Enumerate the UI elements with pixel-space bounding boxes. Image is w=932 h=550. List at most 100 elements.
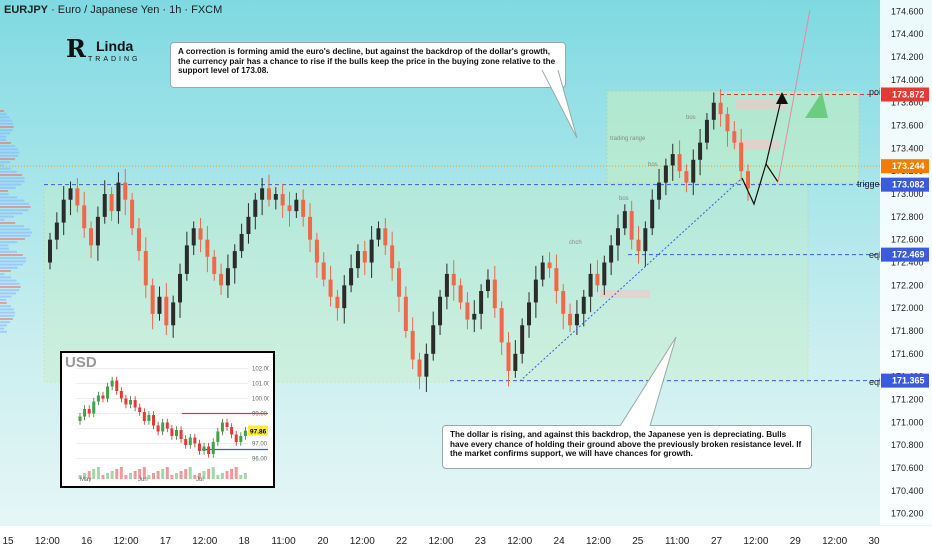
price-tick-11: 172.400 — [891, 258, 924, 268]
candle-body-11 — [123, 182, 128, 200]
candle-body-53 — [410, 330, 415, 360]
candle-body-19 — [178, 273, 183, 303]
inset-candle-25 — [193, 437, 197, 444]
bos-label-3: bos — [619, 196, 629, 202]
price-tick-3: 174.000 — [891, 75, 924, 85]
candle-body-48 — [376, 228, 381, 240]
time-tick-22: 30 — [868, 536, 880, 547]
inset-xtick-1: Jun — [138, 477, 148, 482]
price-tick-20: 170.600 — [891, 463, 924, 473]
trigger-label: trigger — [857, 179, 883, 189]
candle-body-12 — [130, 199, 135, 229]
inset-candle-10 — [124, 398, 128, 405]
time-tick-21: 12:00 — [822, 536, 847, 547]
time-tick-12: 23 — [475, 536, 487, 547]
candle-body-84 — [622, 211, 627, 229]
candle-body-70 — [527, 302, 532, 326]
price-tick-9: 172.800 — [891, 212, 924, 222]
price-tick-8: 173.000 — [891, 189, 924, 199]
time-tick-5: 12:00 — [192, 536, 217, 547]
profile-bar-0 — [0, 110, 4, 112]
profile-bar-17 — [0, 164, 5, 167]
candle-body-98 — [718, 102, 723, 115]
candle-body-94 — [691, 159, 696, 183]
price-tick-5: 173.600 — [891, 121, 924, 131]
candle-body-28 — [239, 233, 244, 252]
inset-volume-28 — [207, 469, 211, 479]
price-tick-6: 173.400 — [891, 143, 924, 153]
poi-label: poi — [869, 87, 881, 97]
inset-volume-16 — [152, 473, 156, 479]
candle-body-30 — [253, 199, 258, 217]
candle-body-71 — [533, 279, 538, 303]
profile-bar-58 — [0, 295, 12, 298]
candle-body-46 — [362, 251, 367, 263]
green-arrow — [805, 92, 828, 118]
candle-body-86 — [636, 239, 641, 252]
candle-body-87 — [643, 228, 648, 252]
candle-body-96 — [704, 119, 709, 143]
candle-body-33 — [273, 194, 278, 200]
inset-volume-15 — [147, 475, 151, 479]
pink-zone-3 — [600, 290, 650, 298]
inset-title: USD — [65, 354, 97, 371]
candle-body-100 — [732, 131, 737, 143]
candle-body-102 — [746, 171, 750, 189]
candle-body-45 — [355, 251, 360, 269]
annotation-bottom-pointer — [619, 336, 677, 427]
candle-body-91 — [670, 154, 675, 166]
candle-body-74 — [554, 268, 559, 292]
chart-header: EURJPY · Euro / Japanese Yen · 1h · FXCM — [4, 4, 222, 16]
inset-candle-18 — [161, 422, 165, 432]
price-badge-0: 173.872 — [892, 90, 925, 100]
candle-body-73 — [547, 262, 552, 269]
profile-bar-23 — [0, 183, 22, 186]
candle-body-95 — [698, 142, 703, 160]
inset-candle-28 — [207, 446, 211, 454]
inset-ytick-3: 99.00 — [252, 412, 268, 418]
choch-label: chch — [569, 240, 582, 246]
time-tick-3: 12:00 — [114, 536, 139, 547]
candle-body-43 — [342, 285, 347, 309]
inset-candle-11 — [129, 400, 133, 405]
candle-body-66 — [499, 308, 504, 343]
time-axis-bg[interactable] — [0, 526, 932, 550]
candle-body-44 — [349, 268, 354, 286]
inset-xtick-0: May — [80, 477, 91, 482]
forecast-arrowhead — [776, 92, 788, 104]
annotation-top[interactable]: A correction is forming amid the euro's … — [170, 42, 566, 88]
inset-ytick-6: 96.00 — [252, 457, 268, 463]
inset-volume-13 — [138, 469, 142, 479]
profile-bar-7 — [0, 132, 10, 135]
profile-bar-34 — [0, 218, 5, 221]
profile-bar-3 — [0, 119, 12, 122]
profile-bar-1 — [0, 113, 7, 116]
inset-candle-7 — [110, 380, 114, 387]
inset-candle-22 — [179, 430, 183, 439]
inset-candle-33 — [230, 427, 234, 435]
inset-volume-26 — [197, 473, 201, 479]
candle-body-6 — [89, 228, 94, 246]
candle-body-85 — [629, 211, 634, 240]
candle-body-63 — [479, 291, 484, 314]
inset-candle-21 — [174, 430, 178, 436]
inset-ytick-1: 101.00 — [252, 382, 269, 388]
symbol-label: EURJPY — [4, 4, 49, 16]
candle-body-99 — [725, 114, 730, 132]
candle-body-20 — [184, 245, 189, 274]
candle-body-93 — [684, 171, 689, 183]
price-tick-19: 170.800 — [891, 440, 924, 450]
price-badge-bg-2 — [881, 177, 929, 192]
price-badge-bg-1 — [881, 159, 929, 174]
profile-bar-14 — [0, 154, 19, 157]
candle-body-38 — [308, 216, 313, 240]
candle-body-97 — [711, 102, 716, 120]
annotation-bottom[interactable]: The dollar is rising, and against this b… — [442, 425, 812, 469]
candle-body-22 — [198, 228, 203, 240]
profile-bar-44 — [0, 250, 17, 253]
price-badge-bg-4 — [881, 373, 929, 388]
inset-candle-6 — [106, 386, 110, 399]
candle-body-5 — [82, 205, 87, 229]
